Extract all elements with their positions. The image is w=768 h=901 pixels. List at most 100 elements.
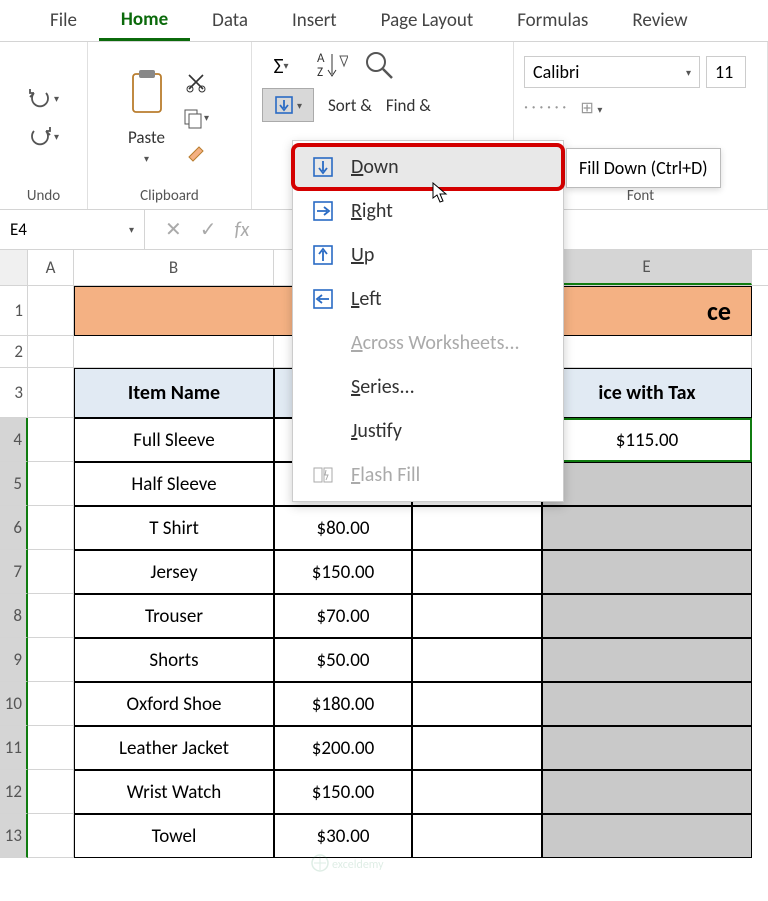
cell-E7[interactable] xyxy=(542,550,752,594)
cell-D7[interactable] xyxy=(412,550,542,594)
cell-E5[interactable] xyxy=(542,462,752,506)
row-header-6[interactable]: 6 xyxy=(0,506,28,550)
fill-menu-item-right[interactable]: Right xyxy=(293,189,563,233)
blank-icon xyxy=(311,375,335,399)
cell-D11[interactable] xyxy=(412,726,542,770)
border-button[interactable]: ⊞ ▾ xyxy=(580,98,602,118)
ribbon-tab-review[interactable]: Review xyxy=(610,0,709,41)
cell-B8[interactable]: Trouser xyxy=(74,594,274,638)
row-header-5[interactable]: 5 xyxy=(0,462,28,506)
cell-B7[interactable]: Jersey xyxy=(74,550,274,594)
sort-filter-button[interactable]: AZ xyxy=(314,48,348,82)
ribbon-tab-data[interactable]: Data xyxy=(190,0,270,41)
ribbon-tab-page-layout[interactable]: Page Layout xyxy=(359,0,496,41)
cell-B11[interactable]: Leather Jacket xyxy=(74,726,274,770)
group-clipboard: Paste ▾ ▾ Clipboard xyxy=(88,42,252,209)
fx-icon[interactable]: fx xyxy=(235,218,250,242)
enter-icon[interactable]: ✓ xyxy=(200,217,217,242)
find-select-label: Find & xyxy=(386,95,431,116)
row-11: 11 Leather Jacket$200.00 xyxy=(0,726,768,770)
cell-B5[interactable]: Half Sleeve xyxy=(74,462,274,506)
svg-text:A: A xyxy=(317,51,325,66)
group-label-font: Font xyxy=(627,187,654,205)
menu-item-label: Up xyxy=(351,243,374,267)
cell-D10[interactable] xyxy=(412,682,542,726)
cell-D12[interactable] xyxy=(412,770,542,814)
cell-D8[interactable] xyxy=(412,594,542,638)
cell-C8[interactable]: $70.00 xyxy=(274,594,412,638)
cell-C10[interactable]: $180.00 xyxy=(274,682,412,726)
menu-item-label: Right xyxy=(351,199,393,223)
cell-E4[interactable]: $115.00 xyxy=(542,418,752,462)
cell-E10[interactable] xyxy=(542,682,752,726)
row-10: 10 Oxford Shoe$180.00 xyxy=(0,682,768,726)
select-all-corner[interactable] xyxy=(0,250,28,285)
cell-D6[interactable] xyxy=(412,506,542,550)
row-header-2[interactable]: 2 xyxy=(0,336,28,368)
column-header-E[interactable]: E xyxy=(542,250,752,285)
row-header-3[interactable]: 3 xyxy=(0,368,28,418)
ribbon-tab-insert[interactable]: Insert xyxy=(270,0,359,41)
cell-E6[interactable] xyxy=(542,506,752,550)
row-header-10[interactable]: 10 xyxy=(0,682,28,726)
cancel-icon[interactable]: ✕ xyxy=(165,217,182,242)
cell-E9[interactable] xyxy=(542,638,752,682)
tooltip-fill-down: Fill Down (Ctrl+D) xyxy=(566,148,721,188)
ribbon-tab-file[interactable]: File xyxy=(28,0,99,41)
cell-E8[interactable] xyxy=(542,594,752,638)
cell-C12[interactable]: $150.00 xyxy=(274,770,412,814)
cell-B10[interactable]: Oxford Shoe xyxy=(74,682,274,726)
cell-B4[interactable]: Full Sleeve xyxy=(74,418,274,462)
row-header-4[interactable]: 4 xyxy=(0,418,28,462)
row-header-7[interactable]: 7 xyxy=(0,550,28,594)
find-select-button[interactable] xyxy=(362,48,396,82)
svg-text:exceldemy: exceldemy xyxy=(332,858,384,872)
row-8: 8 Trouser$70.00 xyxy=(0,594,768,638)
font-size-dropdown[interactable]: 11 xyxy=(706,56,746,88)
fill-menu-item-left[interactable]: Left xyxy=(293,277,563,321)
paste-button[interactable]: Paste ▾ xyxy=(125,68,169,167)
cell-B6[interactable]: T Shirt xyxy=(74,506,274,550)
cell-B12[interactable]: Wrist Watch xyxy=(74,770,274,814)
fill-dropdown-menu: DownRightUpLeftAcross Worksheets...Serie… xyxy=(292,140,564,502)
fill-menu-item-justify[interactable]: Justify xyxy=(293,409,563,453)
blank-icon xyxy=(311,331,335,355)
undo-button[interactable]: ▾ xyxy=(25,85,63,113)
cell-D13[interactable] xyxy=(412,814,542,858)
copy-button[interactable]: ▾ xyxy=(177,104,215,132)
autosum-button[interactable]: Σ ▾ xyxy=(262,51,300,79)
row-header-13[interactable]: 13 xyxy=(0,814,28,858)
arrow-left-box-icon xyxy=(311,287,335,311)
row-header-11[interactable]: 11 xyxy=(0,726,28,770)
cut-button[interactable] xyxy=(177,68,215,96)
cell-B13[interactable]: Towel xyxy=(74,814,274,858)
fill-menu-item-down[interactable]: Down xyxy=(293,145,563,189)
ribbon-tab-formulas[interactable]: Formulas xyxy=(495,0,610,41)
format-painter-button[interactable] xyxy=(177,140,215,168)
fill-button[interactable]: ▾ xyxy=(262,88,314,122)
name-box[interactable]: ▾ xyxy=(0,210,145,249)
font-family-dropdown[interactable]: Calibri▾ xyxy=(524,56,700,88)
fill-menu-item-series[interactable]: Series... xyxy=(293,365,563,409)
ribbon-tab-home[interactable]: Home xyxy=(99,0,190,41)
cell-D9[interactable] xyxy=(412,638,542,682)
svg-text:Z: Z xyxy=(317,65,323,80)
cell-E12[interactable] xyxy=(542,770,752,814)
cell-C6[interactable]: $80.00 xyxy=(274,506,412,550)
column-header-A[interactable]: A xyxy=(28,250,74,285)
name-box-input[interactable] xyxy=(10,219,80,240)
cell-B9[interactable]: Shorts xyxy=(74,638,274,682)
cell-C11[interactable]: $200.00 xyxy=(274,726,412,770)
redo-button[interactable]: ▾ xyxy=(25,123,63,151)
row-header-1[interactable]: 1 xyxy=(0,286,28,336)
column-header-B[interactable]: B xyxy=(74,250,274,285)
row-header-8[interactable]: 8 xyxy=(0,594,28,638)
cell-E13[interactable] xyxy=(542,814,752,858)
cell-E11[interactable] xyxy=(542,726,752,770)
cell-C9[interactable]: $50.00 xyxy=(274,638,412,682)
fill-menu-item-up[interactable]: Up xyxy=(293,233,563,277)
row-header-12[interactable]: 12 xyxy=(0,770,28,814)
row-header-9[interactable]: 9 xyxy=(0,638,28,682)
blank-icon xyxy=(311,419,335,443)
cell-C7[interactable]: $150.00 xyxy=(274,550,412,594)
